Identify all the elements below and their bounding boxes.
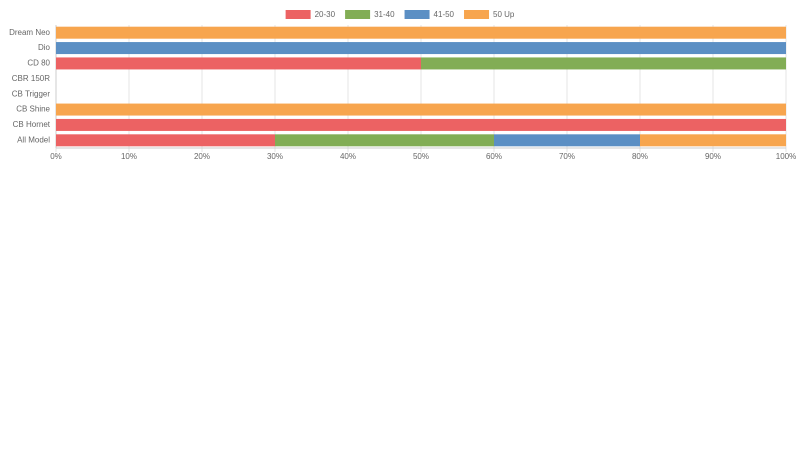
x-tick-label: 40% (340, 152, 356, 161)
y-tick-label: Dream Neo (9, 28, 50, 37)
x-tick-label: 60% (486, 152, 502, 161)
bar-segment (56, 26, 786, 39)
y-tick-label: Dio (38, 43, 51, 52)
legend-label: 41-50 (434, 10, 455, 19)
x-tick-label: 70% (559, 152, 575, 161)
x-tick-label: 30% (267, 152, 283, 161)
x-tick-label: 20% (194, 152, 210, 161)
bar-segment (56, 42, 786, 55)
legend-label: 31-40 (374, 10, 395, 19)
legend-swatch (345, 10, 371, 19)
y-tick-label: All Model (17, 135, 50, 144)
bar-segment (56, 134, 275, 147)
x-tick-label: 50% (413, 152, 429, 161)
legend-swatch (464, 10, 490, 19)
legend-label: 50 Up (493, 10, 515, 19)
x-tick-label: 90% (705, 152, 721, 161)
legend-swatch (404, 10, 430, 19)
legend-swatch (285, 10, 311, 19)
y-tick-label: CB Shine (16, 105, 50, 114)
x-tick-label: 0% (50, 152, 62, 161)
y-tick-label: CB Trigger (12, 89, 51, 98)
y-tick-label: CBR 150R (12, 74, 50, 83)
bar-segment (56, 57, 421, 70)
bar-segment (421, 57, 786, 70)
x-tick-label: 80% (632, 152, 648, 161)
bar-segment (275, 134, 494, 147)
bar-segment (56, 118, 786, 131)
bar-segment (640, 134, 786, 147)
x-tick-label: 100% (776, 152, 796, 161)
y-tick-label: CD 80 (27, 59, 50, 68)
bar-segment (494, 134, 640, 147)
legend-label: 20-30 (315, 10, 336, 19)
x-tick-label: 10% (121, 152, 137, 161)
bar-segment (56, 103, 786, 116)
y-tick-label: CB Hornet (13, 120, 51, 129)
